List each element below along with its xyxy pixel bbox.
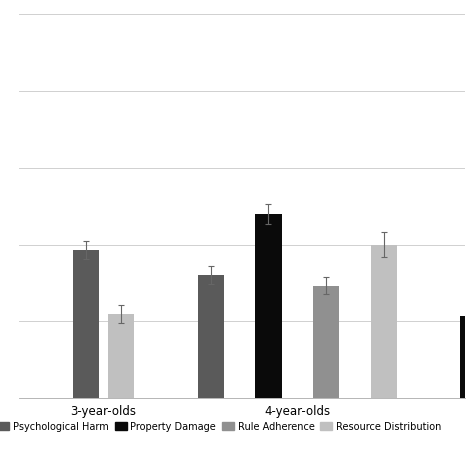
Bar: [109, 314, 135, 398]
Bar: [73, 250, 99, 398]
Bar: [255, 214, 282, 398]
Bar: [371, 245, 397, 398]
Legend: Psychological Harm, Property Damage, Rule Adherence, Resource Distribution: Psychological Harm, Property Damage, Rul…: [0, 418, 445, 436]
Bar: [313, 285, 339, 398]
Bar: [460, 316, 474, 398]
Bar: [198, 275, 224, 398]
